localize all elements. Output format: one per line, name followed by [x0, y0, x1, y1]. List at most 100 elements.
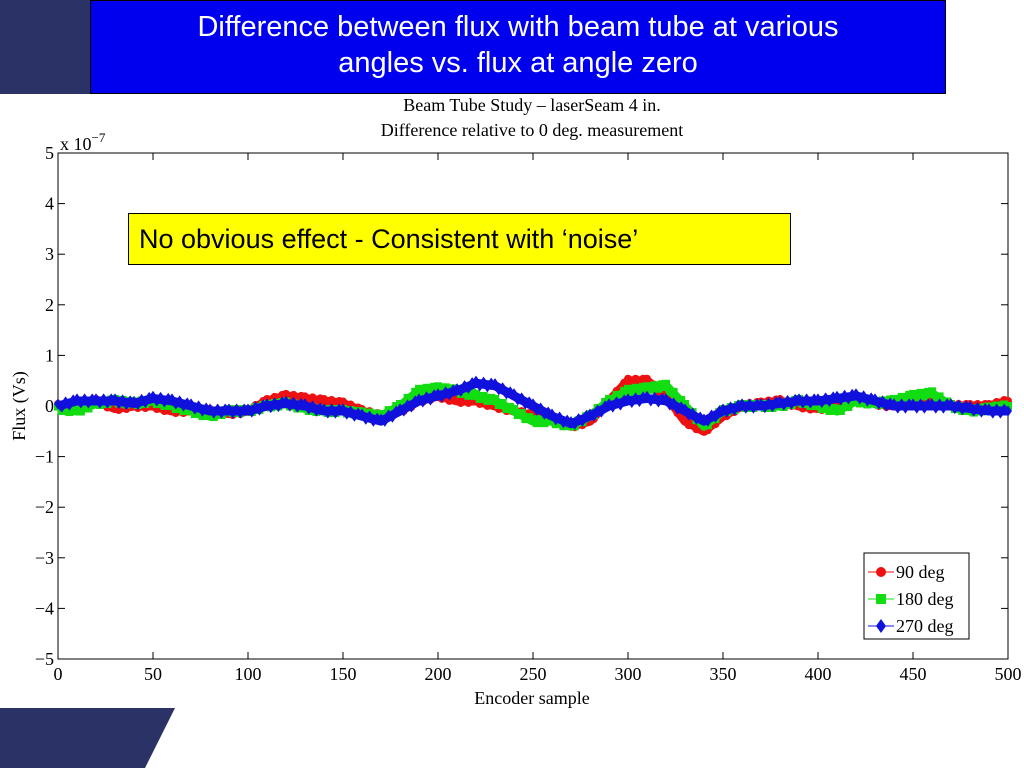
- y-tick-label: 2: [45, 295, 54, 315]
- series-marker: [673, 403, 682, 415]
- y-axis: 5 4 3 2 1 0 −1 −2 −3 −4 −5: [35, 143, 1008, 669]
- series-marker: [536, 402, 545, 414]
- y-tick-label: −2: [35, 497, 54, 517]
- series-marker: [878, 395, 887, 407]
- series-marker: [654, 384, 663, 393]
- series-marker: [627, 388, 636, 397]
- series-marker: [658, 392, 667, 405]
- series-marker: [521, 398, 530, 410]
- slide-title-line-2: angles vs. flux at angle zero: [338, 47, 698, 79]
- series-marker: [506, 386, 515, 398]
- series-marker: [821, 392, 830, 404]
- series-marker: [787, 398, 796, 410]
- y-tick-label: −3: [35, 548, 54, 568]
- series-marker: [966, 400, 974, 413]
- chart-title: Beam Tube Study – laserSeam 4 in.: [403, 95, 661, 115]
- series-marker: [126, 395, 135, 407]
- series-marker: [407, 401, 416, 413]
- series-marker: [418, 396, 427, 408]
- legend-marker: [876, 594, 886, 604]
- series-marker: [510, 388, 518, 400]
- series-marker: [791, 393, 800, 406]
- series-marker: [950, 402, 959, 415]
- series-marker: [620, 394, 629, 406]
- series-marker: [69, 394, 78, 406]
- series-marker: [308, 400, 317, 412]
- series-marker: [449, 384, 458, 396]
- legend-marker: [876, 567, 886, 577]
- series-marker: [179, 400, 188, 412]
- series-marker: [631, 392, 640, 404]
- y-exponent-base: x 10: [60, 134, 92, 154]
- series-marker: [962, 400, 971, 412]
- y-exponent-label: x 10−7: [60, 130, 106, 154]
- series-marker: [278, 396, 287, 408]
- series-marker: [118, 394, 127, 406]
- slide-title: Difference between flux with beam tube a…: [90, 0, 946, 94]
- series-marker: [422, 391, 431, 403]
- x-tick-label: 200: [425, 664, 452, 684]
- series-marker: [722, 406, 731, 418]
- series-marker: [441, 386, 450, 398]
- series-marker: [844, 393, 853, 405]
- series-marker: [707, 409, 716, 421]
- y-tick-label: −5: [35, 649, 54, 669]
- series-marker: [171, 398, 180, 410]
- series-marker: [380, 415, 389, 427]
- y-axis-label: Flux (Vs): [9, 371, 30, 441]
- series-marker: [669, 397, 678, 409]
- series-marker: [844, 402, 853, 411]
- series-marker: [703, 415, 712, 427]
- y-tick-label: 4: [45, 194, 54, 214]
- y-exponent-power: −7: [92, 130, 106, 145]
- series-marker: [472, 389, 480, 398]
- series-marker: [498, 382, 507, 394]
- series-marker: [149, 390, 157, 403]
- legend-label: 270 deg: [896, 616, 954, 636]
- series-marker: [475, 380, 484, 392]
- series-marker: [654, 396, 663, 408]
- series-layer: [54, 374, 1012, 436]
- series-marker: [833, 390, 841, 403]
- series-marker: [160, 396, 169, 408]
- series-marker: [559, 417, 568, 429]
- x-tick-label: 350: [710, 664, 737, 684]
- series-marker: [194, 400, 203, 412]
- series-marker: [540, 408, 549, 420]
- chart-subtitle: Difference relative to 0 deg. measuremen…: [381, 120, 684, 140]
- x-tick-label: 250: [520, 664, 547, 684]
- y-tick-label: 3: [45, 244, 54, 264]
- series-marker: [901, 395, 910, 404]
- x-tick-label: 0: [54, 664, 63, 684]
- series-marker: [688, 407, 697, 419]
- series-marker: [821, 402, 830, 411]
- series-marker: [190, 403, 199, 415]
- series-marker: [589, 410, 598, 422]
- legend-label: 180 deg: [896, 589, 954, 609]
- series-marker: [430, 389, 439, 401]
- x-tick-label: 300: [615, 664, 642, 684]
- series-marker: [662, 393, 670, 405]
- series-marker: [715, 405, 724, 417]
- annotation-note: No obvious effect - Consistent with ‘noi…: [128, 213, 791, 265]
- series-marker: [646, 385, 655, 394]
- series-marker: [567, 416, 575, 428]
- series-marker: [772, 396, 781, 408]
- series-marker: [388, 411, 397, 423]
- series-marker: [282, 395, 290, 408]
- series-marker: [175, 395, 184, 407]
- series-marker: [392, 405, 401, 417]
- x-tick-label: 400: [805, 664, 832, 684]
- y-tick-label: 0: [45, 396, 54, 416]
- series-marker: [517, 392, 526, 404]
- series-marker: [886, 397, 895, 409]
- x-tick-label: 500: [995, 664, 1022, 684]
- series-marker: [491, 394, 499, 403]
- series-marker: [681, 403, 689, 415]
- series-marker: [312, 405, 321, 417]
- series-marker: [529, 398, 537, 410]
- series-marker: [198, 405, 207, 417]
- legend-label: 90 deg: [896, 562, 945, 582]
- series-marker: [114, 397, 123, 410]
- series-marker: [510, 405, 518, 414]
